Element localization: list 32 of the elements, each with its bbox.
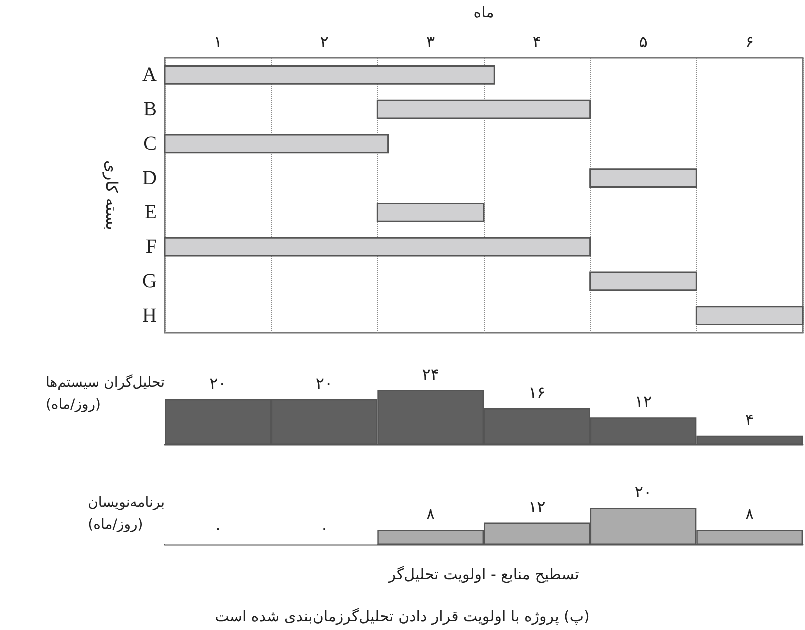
data-label: ۲۴ — [422, 364, 440, 384]
y-axis-title: برنامه‌نویسان (روز/ماه) — [88, 495, 166, 533]
data-label: ۰ — [214, 518, 222, 538]
x-tick-label: ۴ — [532, 32, 542, 52]
x-axis-title: تسطیح منابع - اولویت تحلیل‌گر — [388, 566, 580, 584]
data-label: ۲۰ — [210, 374, 227, 393]
x-tick-label: ۶ — [746, 32, 754, 52]
y-axis-title: بسته کاری — [102, 160, 122, 230]
data-label: ۱۶ — [528, 383, 546, 402]
data-label: ۸ — [746, 504, 755, 524]
x-tick-label: ۵ — [639, 32, 648, 52]
data-label: ۲۰ — [316, 374, 334, 393]
text: (پ) پروژه با اولویت قرار دادن تحلیل‌گرزمان‌بندی شده است — [215, 608, 590, 626]
data-label: ۰ — [320, 518, 329, 538]
y-tick-label: H — [142, 304, 157, 327]
y-tick-label: A — [142, 64, 158, 86]
y-tick-label: E — [144, 202, 157, 224]
data-label: ۸ — [426, 504, 436, 524]
data-label: ۴ — [746, 410, 754, 430]
x-tick-label: ۲ — [320, 32, 329, 52]
y-axis-title: تحلیل‌گران سیستم‌ها (روز/ماه) — [46, 374, 166, 413]
data-label: ۱۲ — [528, 497, 546, 516]
y-tick-label: B — [144, 98, 157, 121]
x-tick-label: ۱ — [214, 32, 222, 52]
data-label: ۱۲ — [634, 392, 652, 412]
y-tick-label: C — [144, 132, 157, 155]
y-tick-label: D — [142, 167, 157, 190]
x-tick-label: ۳ — [426, 32, 436, 52]
data-label: ۲۰ — [634, 482, 652, 502]
y-tick-label: G — [142, 270, 157, 292]
x-axis-title: ماه — [474, 4, 494, 22]
y-tick-label: F — [146, 236, 157, 258]
